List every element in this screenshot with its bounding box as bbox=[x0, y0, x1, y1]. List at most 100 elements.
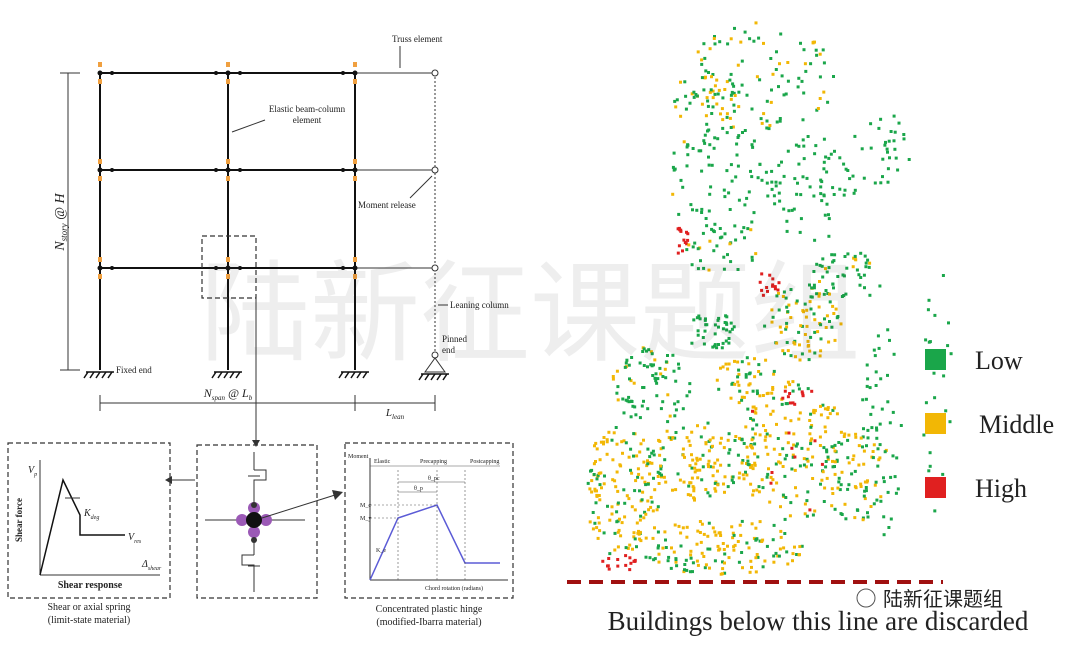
building bbox=[765, 475, 769, 479]
building bbox=[711, 526, 715, 530]
building bbox=[651, 509, 655, 513]
building bbox=[781, 493, 785, 497]
building bbox=[674, 408, 678, 412]
building bbox=[851, 458, 855, 461]
building bbox=[907, 158, 911, 161]
building bbox=[751, 389, 755, 393]
building bbox=[689, 549, 693, 553]
building bbox=[785, 341, 789, 344]
building bbox=[883, 143, 887, 147]
building bbox=[597, 521, 601, 525]
building bbox=[785, 453, 789, 457]
building bbox=[725, 80, 729, 84]
region-label: Postcapping bbox=[470, 459, 499, 465]
building bbox=[679, 80, 682, 84]
building bbox=[824, 155, 828, 159]
building bbox=[754, 411, 758, 415]
building bbox=[613, 479, 617, 483]
building bbox=[775, 422, 778, 426]
building bbox=[770, 471, 774, 474]
joint bbox=[238, 168, 242, 172]
building bbox=[619, 534, 623, 538]
building bbox=[823, 407, 827, 411]
building bbox=[734, 238, 738, 242]
building bbox=[809, 412, 813, 416]
building bbox=[696, 50, 700, 54]
building bbox=[646, 459, 649, 463]
building bbox=[724, 339, 728, 343]
panel-title: Shear response bbox=[58, 580, 123, 591]
building bbox=[757, 490, 761, 494]
building bbox=[664, 538, 667, 542]
building bbox=[833, 443, 837, 447]
building bbox=[800, 390, 804, 394]
building bbox=[772, 194, 776, 198]
building bbox=[596, 473, 600, 477]
building bbox=[791, 552, 795, 556]
building bbox=[658, 453, 662, 457]
building bbox=[838, 488, 842, 492]
building bbox=[799, 217, 803, 221]
building bbox=[729, 260, 733, 264]
legend-label: Middle bbox=[979, 410, 1054, 439]
building bbox=[777, 85, 780, 89]
building bbox=[864, 265, 868, 269]
building bbox=[812, 270, 816, 273]
building bbox=[782, 93, 786, 97]
building bbox=[711, 345, 715, 349]
building bbox=[615, 369, 619, 373]
building bbox=[859, 276, 863, 279]
building bbox=[692, 496, 696, 500]
building bbox=[690, 430, 694, 434]
building bbox=[722, 482, 725, 486]
building bbox=[793, 455, 797, 459]
building bbox=[864, 261, 868, 265]
building bbox=[808, 432, 812, 436]
building bbox=[663, 530, 667, 534]
building bbox=[839, 322, 843, 326]
building bbox=[803, 333, 807, 336]
building bbox=[752, 536, 756, 540]
building bbox=[605, 440, 609, 444]
building bbox=[819, 413, 823, 417]
building bbox=[754, 21, 758, 25]
building bbox=[588, 487, 592, 491]
building bbox=[893, 147, 897, 151]
building bbox=[853, 485, 857, 489]
building bbox=[726, 544, 729, 548]
building bbox=[769, 412, 773, 416]
building bbox=[823, 486, 827, 490]
building bbox=[684, 94, 688, 98]
building bbox=[649, 350, 653, 354]
building bbox=[745, 356, 749, 360]
building bbox=[692, 95, 696, 99]
building bbox=[819, 192, 823, 196]
building bbox=[820, 264, 824, 268]
building bbox=[660, 475, 663, 479]
building bbox=[772, 372, 776, 376]
building bbox=[724, 362, 728, 366]
building bbox=[820, 180, 824, 184]
building bbox=[788, 514, 792, 518]
building bbox=[877, 458, 881, 462]
building bbox=[657, 552, 661, 556]
building bbox=[778, 325, 782, 329]
building bbox=[850, 472, 854, 476]
building bbox=[800, 544, 804, 548]
building bbox=[615, 391, 619, 395]
building bbox=[866, 436, 870, 440]
building bbox=[753, 442, 757, 446]
building bbox=[689, 553, 693, 557]
building bbox=[682, 570, 686, 574]
building bbox=[797, 330, 801, 334]
building bbox=[732, 109, 736, 113]
shear-curve bbox=[39, 477, 125, 576]
building bbox=[658, 472, 662, 476]
building bbox=[854, 432, 858, 436]
building bbox=[741, 459, 745, 462]
building bbox=[825, 448, 829, 452]
building bbox=[642, 364, 646, 367]
building bbox=[888, 338, 891, 342]
building bbox=[755, 423, 759, 427]
building bbox=[813, 439, 817, 443]
